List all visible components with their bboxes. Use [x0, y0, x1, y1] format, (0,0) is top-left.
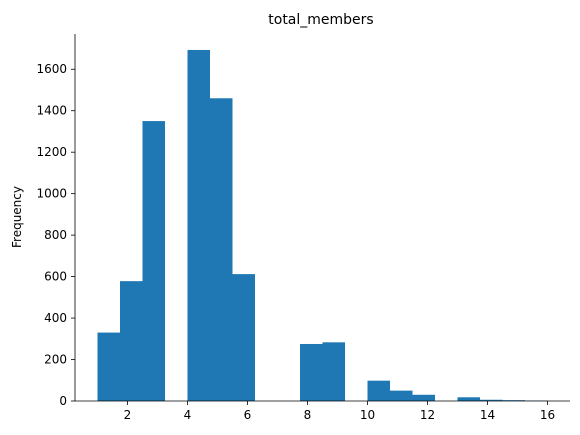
x-tick-label: 6 [244, 408, 252, 422]
x-tick-label: 12 [420, 408, 435, 422]
histogram-bar-4 [187, 49, 210, 401]
histogram-bar-0 [97, 332, 120, 401]
y-tick-label: 1200 [36, 145, 67, 159]
y-tick-label: 1000 [36, 187, 67, 201]
histogram-bar-18 [502, 400, 525, 401]
bars-group [97, 49, 548, 401]
histogram-bar-9 [300, 343, 323, 401]
y-axis: 0 200 400 600 800 1000 1200 1400 1600 [36, 34, 76, 408]
y-tick-label: 400 [44, 311, 67, 325]
histogram-bar-1 [120, 281, 143, 401]
chart-title: total_members [268, 12, 373, 28]
y-tick-label: 1400 [36, 104, 67, 118]
x-tick-label: 4 [184, 408, 192, 422]
histogram-bar-2 [142, 121, 165, 401]
y-tick-label: 1600 [36, 62, 67, 76]
y-tick-label: 0 [59, 394, 67, 408]
x-tick-label: 16 [540, 408, 555, 422]
x-tick-label: 14 [480, 408, 495, 422]
histogram-bar-13 [390, 390, 413, 401]
histogram-bar-10 [322, 342, 345, 401]
x-axis: 2 4 6 8 10 12 14 16 [75, 400, 570, 422]
histogram-bar-5 [210, 98, 233, 401]
y-tick-label: 800 [44, 228, 67, 242]
y-axis-label: Frequency [10, 186, 24, 248]
y-tick-label: 200 [44, 353, 67, 367]
histogram-bar-14 [412, 394, 435, 401]
y-tick-label: 600 [44, 270, 67, 284]
x-tick-label: 8 [304, 408, 312, 422]
histogram-bar-17 [480, 399, 503, 401]
histogram-bar-16 [457, 397, 480, 401]
histogram-bar-12 [367, 380, 390, 401]
x-tick-label: 10 [360, 408, 375, 422]
histogram-bar-6 [232, 274, 255, 401]
x-tick-label: 2 [124, 408, 132, 422]
